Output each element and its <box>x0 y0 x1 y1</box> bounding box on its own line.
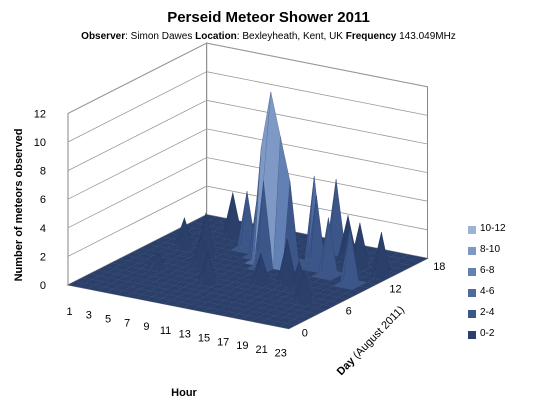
legend-item: 2-4 <box>468 306 536 322</box>
frequency-label: Frequency <box>345 31 397 42</box>
chart-title: Perseid Meteor Shower 2011 <box>167 9 370 26</box>
z-tick-label: 12 <box>34 108 46 120</box>
x-tick-label: 5 <box>105 314 111 326</box>
x-tick-label: 11 <box>160 325 171 337</box>
y-tick-label: 18 <box>433 261 445 273</box>
x-tick-label: 9 <box>143 321 149 333</box>
legend-swatch <box>468 268 476 276</box>
gridline <box>67 157 428 229</box>
legend-item: 10-12 <box>468 222 536 238</box>
legend-item: 0-2 <box>468 327 536 343</box>
x-tick-label: 21 <box>255 344 267 356</box>
location-value: : Bexleyheath, Kent, UK <box>236 31 346 42</box>
x-tick-label: 23 <box>275 348 287 360</box>
chart-subtitle: Observer: Simon Dawes Location: Bexleyhe… <box>0 31 537 42</box>
observer-label: Observer <box>81 31 126 42</box>
frequency-value: 143.049MHz <box>396 31 456 42</box>
z-axis-title: Number of meteors observed <box>13 129 25 282</box>
legend-label: 6-8 <box>480 265 495 276</box>
legend-item: 8-10 <box>468 243 536 259</box>
legend-label: 4-6 <box>480 286 495 297</box>
surface-plot <box>67 91 428 329</box>
legend-label: 10-12 <box>480 223 506 234</box>
legend-swatch <box>468 331 476 339</box>
x-tick-label: 13 <box>179 329 191 341</box>
x-tick-label: 15 <box>198 333 210 345</box>
gridline <box>67 42 428 114</box>
location-label: Location <box>195 31 237 42</box>
z-tick-label: 0 <box>40 280 46 292</box>
z-tick-label: 10 <box>34 137 46 149</box>
z-tick-label: 2 <box>40 251 46 263</box>
gridline <box>67 99 428 171</box>
legend-swatch <box>468 310 476 318</box>
x-tick-label: 3 <box>86 310 92 322</box>
x-tick-label: 1 <box>67 306 73 318</box>
legend-swatch <box>468 226 476 234</box>
z-tick-label: 4 <box>40 223 46 235</box>
x-tick-label: 17 <box>217 336 229 348</box>
legend-label: 8-10 <box>480 244 501 255</box>
y-tick-label: 0 <box>302 328 308 340</box>
gridline <box>67 128 428 200</box>
gridline <box>67 71 428 143</box>
y-tick-label: 6 <box>346 306 352 318</box>
legend-item: 6-8 <box>468 264 536 280</box>
legend-label: 0-2 <box>480 328 495 339</box>
y-tick-label: 12 <box>389 283 401 295</box>
z-tick-label: 6 <box>40 194 46 206</box>
z-tick-label: 8 <box>40 166 46 178</box>
observer-value: : Simon Dawes <box>125 31 196 42</box>
legend-swatch <box>468 247 476 255</box>
gridline <box>67 185 428 257</box>
x-tick-label: 19 <box>236 340 248 352</box>
legend-swatch <box>468 289 476 297</box>
x-tick-label: 7 <box>124 317 130 329</box>
surface-cell <box>278 322 297 329</box>
x-axis-title: Hour <box>171 387 197 399</box>
legend-item: 4-6 <box>468 285 536 301</box>
legend-label: 2-4 <box>480 307 495 318</box>
